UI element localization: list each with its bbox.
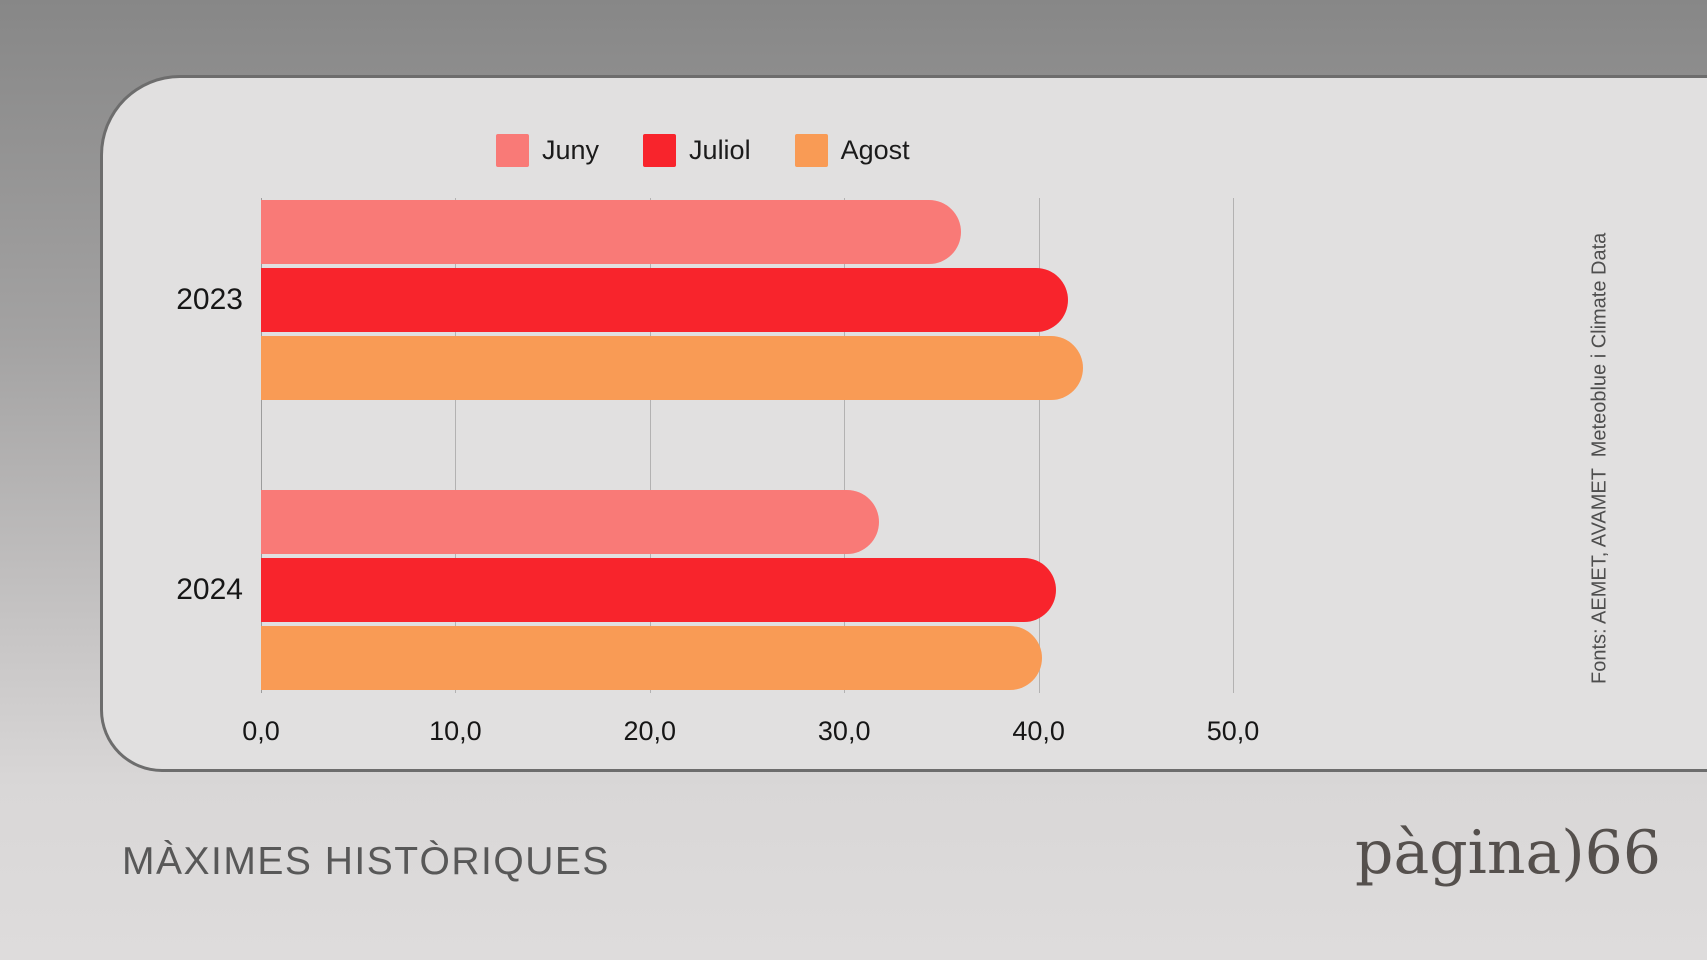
legend-swatch-juliol: [643, 134, 677, 167]
chart-legend: Juny Juliol Agost: [496, 134, 910, 167]
gridline-50,0: [1233, 198, 1234, 693]
gridline-10,0: [455, 198, 457, 693]
gridline-30,0: [844, 198, 846, 693]
bar-2024-juliol: [261, 558, 1057, 622]
page-title: MÀXIMES HISTÒRIQUES: [122, 840, 610, 883]
legend-item-juliol: Juliol: [643, 134, 751, 167]
bar-2023-juny: [261, 200, 961, 264]
bar-2024-agost: [261, 626, 1043, 690]
bar-2023-juliol: [261, 268, 1068, 332]
legend-swatch-agost: [794, 134, 828, 167]
bar-2023-agost: [261, 336, 1084, 400]
x-tick-label-20,0: 20,0: [623, 716, 677, 746]
x-tick-label-50,0: 50,0: [1206, 716, 1260, 746]
legend-item-juny: Juny: [496, 134, 599, 167]
gridline-40,0: [1038, 198, 1040, 693]
category-label-2023: 2023: [176, 283, 243, 316]
gridline-20,0: [649, 198, 651, 693]
pagina66-logo: pàgina)66: [1355, 818, 1661, 888]
x-tick-label-10,0: 10,0: [429, 716, 482, 746]
legend-label-agost: Agost: [840, 135, 910, 165]
legend-swatch-juny: [496, 134, 529, 167]
x-tick-label-30,0: 30,0: [817, 716, 871, 746]
category-label-2024: 2024: [176, 573, 243, 606]
gridline-0,0: [261, 198, 262, 693]
bar-2024-juny: [261, 490, 880, 554]
x-tick-label-40,0: 40,0: [1012, 716, 1065, 746]
source-note: Fonts: AEMET, AVAMET Meteoblue i Climate…: [1588, 232, 1611, 684]
plot-area: [261, 198, 1336, 693]
legend-label-juny: Juny: [542, 135, 600, 165]
chart-card: Juny Juliol Agost Fonts: AEMET, AVAMET Met…: [100, 75, 1707, 772]
legend-label-juliol: Juliol: [689, 135, 751, 165]
legend-item-agost: Agost: [794, 134, 910, 167]
x-tick-label-0,0: 0,0: [242, 716, 280, 746]
